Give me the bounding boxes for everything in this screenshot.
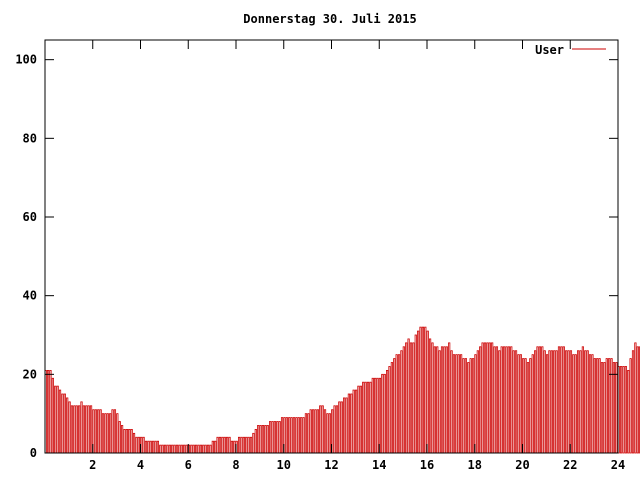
y-tick-label: 100 (15, 53, 37, 67)
x-tick-label: 2 (89, 458, 96, 472)
x-tick-label: 22 (563, 458, 577, 472)
y-tick-label: 40 (23, 289, 37, 303)
x-tick-label: 18 (468, 458, 482, 472)
bar (639, 346, 640, 454)
plot-frame (44, 39, 619, 454)
bar (627, 369, 630, 454)
y-tick-label: 60 (23, 210, 37, 224)
x-tick-label: 16 (420, 458, 434, 472)
x-tick-label: 24 (611, 458, 625, 472)
bar (622, 366, 625, 454)
bar (634, 342, 637, 454)
bar (636, 346, 639, 454)
x-tick-label: 10 (277, 458, 291, 472)
bar (624, 366, 627, 454)
y-tick-label: 0 (30, 446, 37, 460)
x-tick-label: 8 (232, 458, 239, 472)
legend-label: User (535, 43, 564, 57)
y-tick-label: 80 (23, 131, 37, 145)
x-tick-label: 14 (372, 458, 386, 472)
bar (629, 358, 632, 454)
x-tick-label: 20 (515, 458, 529, 472)
bar (631, 350, 635, 454)
x-tick-label: 12 (324, 458, 338, 472)
x-tick-label: 6 (185, 458, 192, 472)
y-tick-label: 20 (23, 367, 37, 381)
bar (619, 366, 623, 454)
legend: User (535, 43, 606, 57)
x-tick-label: 4 (137, 458, 144, 472)
chart-title: Donnerstag 30. Juli 2015 (243, 12, 416, 26)
